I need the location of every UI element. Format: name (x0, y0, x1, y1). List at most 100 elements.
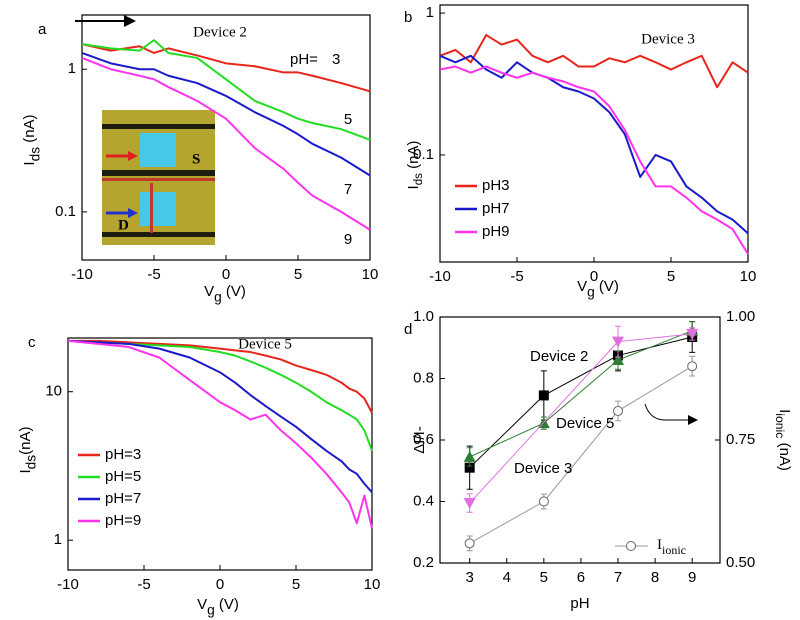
y-axis-label-part: ds (413, 173, 425, 185)
data-line (67, 339, 373, 494)
x-axis-label-part: V (577, 278, 587, 295)
x-axis-label: Vg (V) (204, 283, 246, 304)
panel-label: b (404, 9, 412, 26)
x-tick-label: 5 (540, 569, 548, 586)
marker (464, 538, 475, 549)
panel-label: c (28, 334, 36, 351)
y-axis-label: Ids(nA) (17, 427, 38, 474)
x-tick-label: -5 (137, 576, 150, 593)
inset-label: D (118, 217, 129, 233)
inset-label: S (192, 151, 200, 167)
marker (686, 328, 699, 340)
legend-label: pH7 (482, 200, 510, 217)
legend-label: pH3 (482, 177, 510, 194)
panel-label: d (404, 321, 412, 338)
x-axis-label-part: (V) (215, 596, 239, 613)
data-line (439, 65, 749, 255)
data-line (469, 330, 693, 458)
marker (463, 450, 476, 462)
y-tick-label: 0.4 (413, 492, 434, 509)
x-tick-label: 10 (740, 268, 757, 285)
x-tick-label: -5 (147, 266, 160, 283)
y-axis-label-part: (nA) (17, 427, 34, 455)
y-axis-label-part: (nA) (21, 114, 38, 147)
inset-arrow-head (128, 208, 138, 218)
y-tick-label: 1 (68, 60, 76, 77)
marker (464, 462, 475, 473)
inset-pad (140, 192, 176, 226)
legend-label-part: I (657, 537, 662, 553)
marker (612, 354, 625, 366)
data-line (81, 43, 371, 93)
marker (463, 498, 476, 510)
x-tick-label: 0 (590, 268, 598, 285)
annotation: 9 (344, 231, 352, 248)
data-line (67, 339, 373, 529)
data-line (81, 39, 371, 141)
legend-label: pH=3 (105, 446, 141, 463)
y2-tick-label: 0.50 (726, 554, 755, 571)
legend-label-part: ionic (662, 543, 686, 557)
inset-image: S D (102, 110, 215, 245)
y2-tick-label: 0.75 (726, 431, 755, 448)
legend-label: pH=5 (105, 468, 141, 485)
x-tick-label: 9 (688, 569, 696, 586)
y2-axis-label-part: ionic (773, 413, 787, 438)
x-tick-label: 0 (216, 576, 224, 593)
inset-wire (150, 183, 153, 233)
legend-marker (626, 541, 636, 551)
x-tick-label: 10 (362, 266, 379, 283)
x-axis-label-part: g (214, 289, 222, 304)
direction-arrow (75, 15, 136, 27)
data-line (469, 365, 693, 544)
x-axis-label-part: V (204, 283, 214, 300)
data-line (67, 339, 373, 452)
y-tick-label: 10 (45, 383, 62, 400)
x-axis-label-part: g (587, 284, 595, 299)
x-tick-label: 3 (465, 569, 473, 586)
y-tick-label: 1 (54, 531, 62, 548)
arrow-head (124, 15, 136, 27)
y2-axis-label-part: I (776, 409, 793, 413)
legend-label: pH9 (482, 223, 510, 240)
y-axis-label: ΔI/I- (411, 426, 428, 454)
panel-label: a (38, 21, 47, 38)
marker (538, 496, 549, 507)
inset-stripe (102, 170, 215, 176)
y-axis-label: Ids (nA) (21, 114, 42, 165)
y2-axis-label-part: (nA) (776, 438, 793, 471)
y-axis-label-part: I (17, 469, 34, 473)
x-axis-label-part: (V) (595, 278, 619, 295)
y-axis-label-part: I (405, 185, 422, 189)
x-tick-label: 6 (577, 569, 585, 586)
chart-title: Device 3 (641, 31, 695, 47)
y-tick-label: 1.0 (413, 308, 434, 325)
y-tick-label: 0.1 (55, 203, 76, 220)
series-label: Device 2 (530, 348, 588, 365)
x-axis-label: Vg (V) (197, 596, 239, 617)
annotation: pH= (290, 51, 318, 68)
x-tick-label: 4 (503, 569, 511, 586)
marker (612, 336, 625, 348)
x-tick-label: -10 (429, 268, 451, 285)
y-tick-label: 0.6 (413, 431, 434, 448)
inset-stripe (102, 232, 215, 237)
x-axis-label-part: (V) (222, 283, 246, 300)
x-tick-label: 5 (667, 268, 675, 285)
legend-label: Iionic (657, 537, 686, 556)
series-label: Device 3 (514, 460, 572, 477)
data-line (81, 57, 371, 231)
pointer-arrow-head (688, 415, 698, 425)
y-axis-label-part: I (21, 161, 38, 165)
x-tick-label: -10 (57, 576, 79, 593)
series-label: Device 5 (556, 415, 614, 432)
y-tick-label: 0.8 (413, 369, 434, 386)
y-axis-label-part: ds (27, 147, 42, 162)
x-tick-label: 5 (292, 576, 300, 593)
inset-stripe (102, 124, 215, 129)
annotation: 3 (332, 51, 340, 68)
x-axis-label-part: g (207, 602, 215, 617)
marker (613, 405, 624, 416)
x-tick-label: 0 (222, 266, 230, 283)
